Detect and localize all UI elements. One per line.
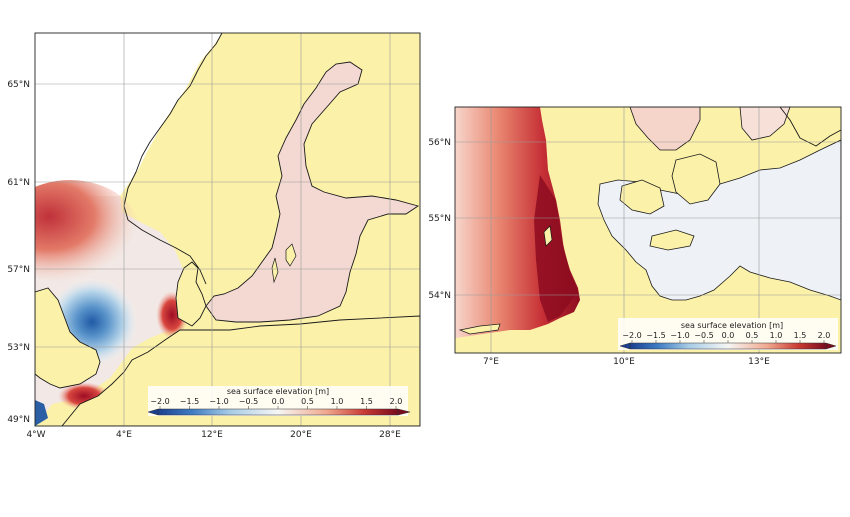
colorbar-tick-label: −2.0 — [150, 397, 169, 406]
funen-island — [619, 179, 665, 215]
lat-label: 53°N — [7, 343, 30, 353]
colorbar-tick-label: −0.5 — [239, 397, 258, 406]
lon-label: 4°E — [116, 430, 132, 440]
kattegat-area — [629, 107, 701, 151]
outside-domain-area — [35, 33, 222, 196]
colorbar-tick-label: 0.5 — [746, 331, 759, 340]
gotland-island — [285, 243, 297, 267]
lon-label: 13°E — [748, 357, 770, 367]
colorbar-tick-label: −2.0 — [622, 331, 641, 340]
colorbar-tick-label: 1.0 — [770, 331, 783, 340]
lat-label: 55°N — [428, 214, 451, 224]
lolland-island — [649, 229, 695, 251]
colorbar: sea surface elevation [m] −2.0 −1.5 −1.0 −0… — [618, 318, 838, 350]
colorbar-tick-label: −1.0 — [670, 331, 689, 340]
lat-label: 54°N — [428, 291, 451, 301]
colorbar-tick-label: 0.0 — [272, 397, 285, 406]
colorbar-label: sea surface elevation [m] — [681, 321, 783, 330]
lat-label: 57°N — [7, 265, 30, 275]
graticule — [35, 33, 420, 426]
map-north-sea-baltic: 65°N 61°N 57°N 53°N 49°N 4°W 4°E 12°E 20… — [7, 32, 421, 440]
colorbar-tick-label: 2.0 — [390, 397, 403, 406]
lat-label: 49°N — [7, 415, 30, 425]
great-britain-land — [35, 287, 101, 389]
lon-label: 28°E — [379, 430, 401, 440]
lat-label: 65°N — [7, 80, 30, 90]
colorbar-tick-label: 2.0 — [818, 331, 831, 340]
map-danish-straits: 56°N 55°N 54°N 7°E 10°E 13°E sea surface… — [428, 106, 842, 367]
lon-label: 7°E — [483, 357, 499, 367]
colorbar-tick-label: 1.0 — [331, 397, 344, 406]
colorbar-tick-label: 1.5 — [794, 331, 807, 340]
lon-label: 4°W — [26, 430, 45, 440]
jutland-land — [175, 261, 207, 327]
colorbar-label: sea surface elevation [m] — [227, 387, 329, 396]
lon-label: 12°E — [201, 430, 223, 440]
colorbar-tick-label: −1.0 — [209, 397, 228, 406]
colorbar-tick-label: 0.0 — [722, 331, 735, 340]
colorbar-tick-label: −1.5 — [646, 331, 665, 340]
lon-label: 10°E — [613, 357, 635, 367]
colorbar-tick-label: −0.5 — [694, 331, 713, 340]
graticule — [455, 107, 841, 353]
zealand-island — [671, 153, 721, 205]
lat-label: 61°N — [7, 178, 30, 188]
colorbar-tick-label: 1.5 — [360, 397, 373, 406]
colorbar: sea surface elevation [m] −2.0 −1.5 −1.0 −0… — [147, 386, 411, 416]
oland-island — [271, 257, 279, 284]
norway-coastline — [123, 33, 223, 285]
colorbar-tick-label: 0.5 — [301, 397, 314, 406]
baltic-sea-area — [205, 61, 420, 323]
colorbar-tick-label: −1.5 — [180, 397, 199, 406]
lat-label: 56°N — [428, 138, 451, 148]
lon-label: 20°E — [290, 430, 312, 440]
